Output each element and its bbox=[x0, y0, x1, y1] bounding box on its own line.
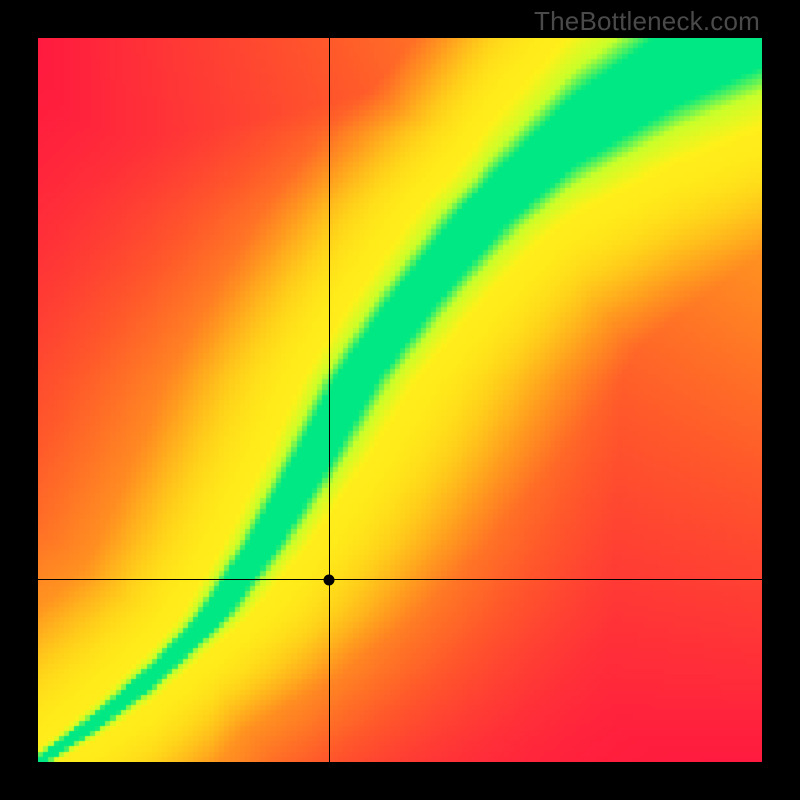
heatmap-canvas bbox=[38, 38, 762, 762]
crosshair-vertical bbox=[329, 38, 330, 762]
watermark-text: TheBottleneck.com bbox=[534, 6, 760, 37]
crosshair-horizontal bbox=[38, 579, 762, 580]
marker-dot bbox=[324, 574, 335, 585]
